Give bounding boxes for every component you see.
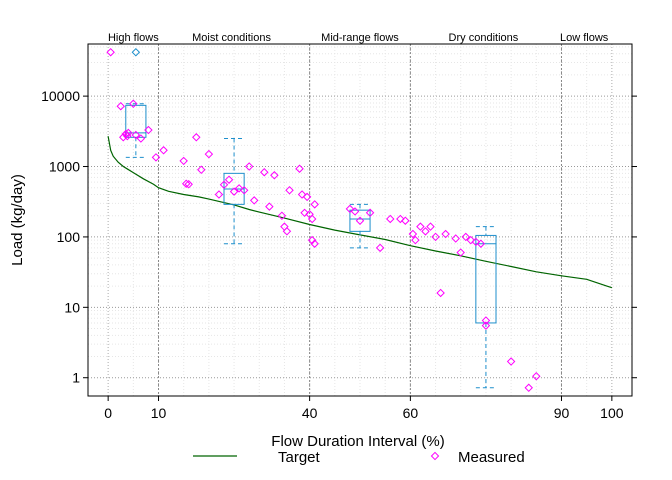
measured-point bbox=[295, 164, 304, 173]
measured-point bbox=[277, 211, 287, 220]
measured-point bbox=[481, 316, 491, 325]
measured-point bbox=[431, 232, 440, 242]
x-tick-label: 100 bbox=[600, 405, 624, 421]
boxplot-3 bbox=[349, 203, 371, 249]
legend: Target Measured bbox=[193, 449, 525, 466]
x-tick-label: 40 bbox=[302, 405, 318, 421]
y-tick-label: 1 bbox=[72, 370, 80, 386]
measured-point bbox=[481, 321, 491, 330]
measured-point bbox=[270, 171, 279, 180]
y-tick-label: 1000 bbox=[49, 159, 80, 175]
measured-point bbox=[282, 227, 292, 236]
measured-point bbox=[192, 133, 201, 142]
measured-point bbox=[401, 216, 410, 225]
measured-point bbox=[131, 130, 141, 140]
measured-point bbox=[136, 134, 146, 143]
measured-point bbox=[461, 232, 471, 242]
measured-point bbox=[184, 180, 193, 189]
measured-point bbox=[375, 243, 385, 253]
measured-point bbox=[532, 371, 541, 381]
measured-point bbox=[159, 146, 168, 155]
measured-series bbox=[106, 47, 541, 393]
measured-point bbox=[179, 156, 188, 166]
measured-point bbox=[506, 357, 516, 366]
measured-point bbox=[106, 47, 115, 57]
measured-point bbox=[408, 229, 418, 239]
measured-point bbox=[421, 227, 430, 236]
measured-point bbox=[441, 229, 450, 239]
boxplot-2 bbox=[223, 138, 245, 245]
measured-point bbox=[476, 239, 486, 248]
measured-point bbox=[214, 190, 224, 199]
measured-point bbox=[265, 202, 274, 211]
boxplot-1 bbox=[125, 48, 147, 158]
box bbox=[349, 209, 371, 232]
outlier bbox=[131, 48, 141, 57]
measured-point bbox=[239, 186, 249, 195]
measured-point bbox=[260, 167, 269, 177]
x-tick-label: 90 bbox=[554, 405, 570, 421]
box bbox=[475, 234, 497, 324]
measured-point bbox=[350, 207, 360, 216]
measured-point bbox=[197, 165, 206, 174]
zone-boundaries bbox=[158, 44, 562, 396]
legend-target-label: Target bbox=[278, 449, 321, 466]
legend-measured-label: Measured bbox=[458, 449, 525, 466]
x-tick-label: 60 bbox=[403, 405, 419, 421]
measured-point bbox=[310, 200, 319, 209]
target-series bbox=[107, 136, 613, 289]
measured-point bbox=[249, 196, 259, 205]
plot-frame bbox=[87, 43, 633, 397]
x-axis-title: Flow Duration Interval (%) bbox=[271, 433, 444, 450]
boxplots bbox=[125, 48, 497, 389]
measured-point bbox=[224, 175, 234, 184]
measured-point bbox=[451, 234, 460, 243]
measured-point bbox=[285, 186, 294, 195]
y-tick-label: 10000 bbox=[41, 88, 80, 104]
measured-point bbox=[144, 125, 153, 135]
grid bbox=[88, 44, 632, 396]
measured-point bbox=[307, 235, 317, 245]
boxplot-4 bbox=[475, 226, 497, 389]
zone-label: Moist conditions bbox=[192, 32, 271, 44]
measured-point bbox=[124, 128, 133, 138]
measured-point bbox=[307, 214, 317, 224]
measured-point bbox=[204, 149, 214, 159]
measured-point bbox=[355, 216, 365, 225]
y-axis-title: Load (kg/day) bbox=[9, 174, 26, 266]
zone-labels: High flows Moist conditions Mid-range flow… bbox=[108, 32, 609, 44]
x-tick-label: 0 bbox=[104, 405, 112, 421]
measured-point bbox=[416, 222, 425, 231]
measured-point bbox=[436, 288, 445, 298]
measured-point bbox=[426, 222, 435, 231]
legend-measured-marker bbox=[430, 451, 440, 461]
measured-point bbox=[411, 235, 420, 245]
zone-label: Low flows bbox=[560, 32, 609, 44]
measured-point bbox=[456, 248, 465, 257]
measured-point bbox=[302, 192, 312, 202]
measured-point bbox=[219, 180, 229, 190]
zone-label: High flows bbox=[108, 32, 159, 44]
measured-point bbox=[386, 214, 395, 224]
target-line bbox=[107, 136, 613, 289]
measured-point bbox=[365, 208, 375, 218]
measured-point bbox=[129, 99, 138, 108]
x-tick-label: 10 bbox=[151, 405, 167, 421]
measured-point bbox=[310, 239, 319, 248]
y-tick-label: 10 bbox=[64, 299, 80, 315]
y-tick-label: 100 bbox=[57, 229, 81, 245]
measured-point bbox=[229, 187, 239, 196]
measured-point bbox=[524, 383, 533, 393]
measured-point bbox=[244, 162, 254, 171]
measured-point bbox=[116, 101, 125, 111]
zone-label: Mid-range flows bbox=[321, 32, 399, 44]
zone-label: Dry conditions bbox=[449, 32, 519, 44]
measured-point bbox=[151, 153, 161, 162]
